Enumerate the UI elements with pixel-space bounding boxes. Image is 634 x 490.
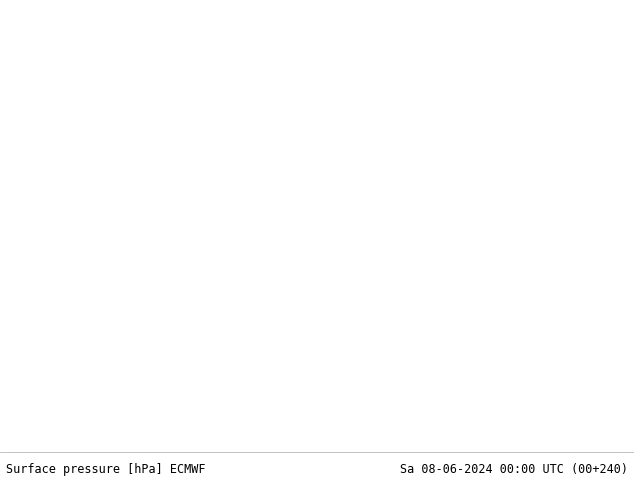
Text: Sa 08-06-2024 00:00 UTC (00+240): Sa 08-06-2024 00:00 UTC (00+240) (399, 463, 628, 476)
FancyBboxPatch shape (0, 450, 634, 490)
Text: Surface pressure [hPa] ECMWF: Surface pressure [hPa] ECMWF (6, 463, 206, 476)
